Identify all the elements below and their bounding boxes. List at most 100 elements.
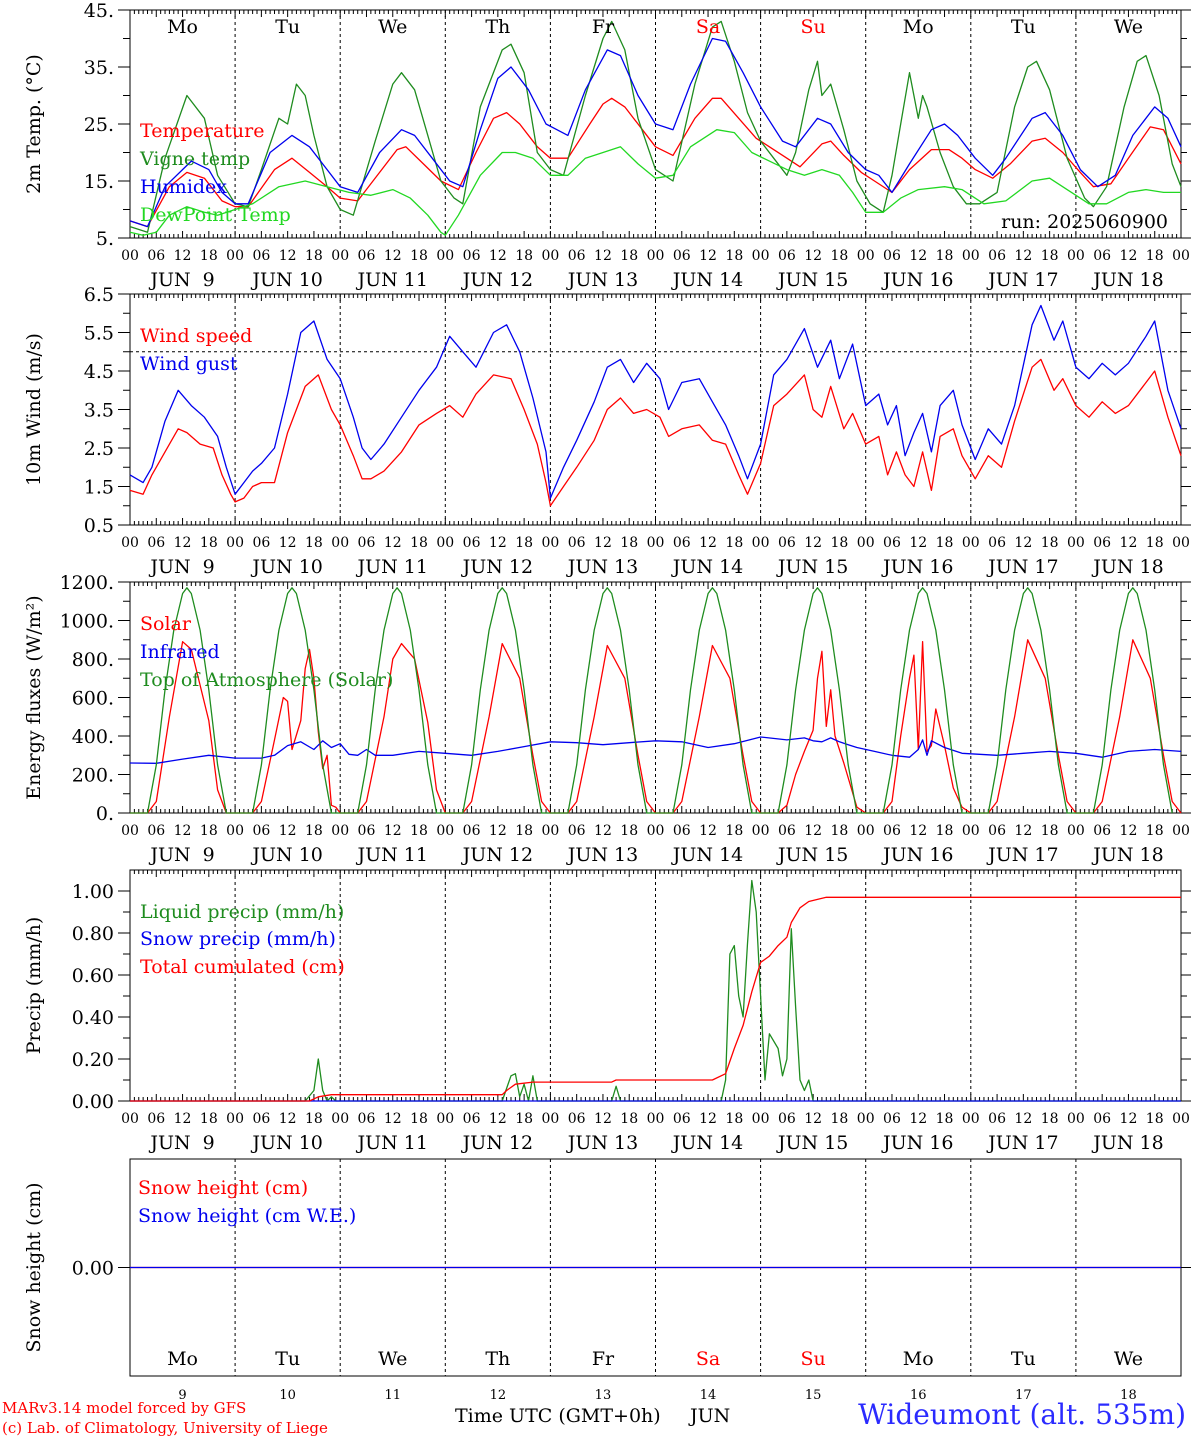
hour-label: 12 bbox=[804, 823, 822, 839]
y-tick-label: 2.5 bbox=[84, 438, 114, 460]
hour-label: 06 bbox=[568, 535, 586, 551]
hour-label: 18 bbox=[1146, 823, 1164, 839]
hour-label: 18 bbox=[620, 248, 638, 264]
hour-label: 18 bbox=[1041, 248, 1059, 264]
y-tick-label: 800. bbox=[72, 649, 114, 671]
hour-label: 18 bbox=[725, 823, 743, 839]
series-line-wind-speed bbox=[129, 358, 1182, 507]
series-line-humidex bbox=[129, 37, 1182, 228]
hour-label: 18 bbox=[1146, 1111, 1164, 1127]
hour-label: 00 bbox=[752, 248, 770, 264]
hour-label: 00 bbox=[857, 248, 875, 264]
hour-label: 06 bbox=[463, 1111, 481, 1127]
y-tick-label: 1.00 bbox=[72, 881, 114, 903]
hour-label: 06 bbox=[1093, 248, 1111, 264]
hour-label: 06 bbox=[1093, 823, 1111, 839]
day-number: 13 bbox=[595, 1388, 612, 1403]
y-tick-label: 0.00 bbox=[72, 1091, 114, 1113]
hour-label: 06 bbox=[1093, 1111, 1111, 1127]
x-axis-title: Time UTC (GMT+0h) bbox=[455, 1405, 661, 1427]
hour-label: 18 bbox=[200, 248, 218, 264]
date-label: JUN 18 bbox=[1091, 844, 1163, 866]
date-label: JUN 9 bbox=[148, 269, 214, 291]
date-label: JUN 10 bbox=[250, 556, 322, 578]
date-label: JUN 17 bbox=[986, 269, 1058, 291]
y-tick-label: 1000. bbox=[60, 611, 114, 633]
hour-label: 00 bbox=[1172, 1111, 1190, 1127]
hour-label: 00 bbox=[436, 823, 454, 839]
y-tick-label: 1.5 bbox=[84, 477, 114, 499]
day-number: 9 bbox=[178, 1388, 186, 1403]
hour-label: 00 bbox=[752, 1111, 770, 1127]
date-label: JUN 11 bbox=[356, 556, 428, 578]
hour-label: 06 bbox=[147, 823, 165, 839]
hour-label: 06 bbox=[463, 535, 481, 551]
hour-label: 00 bbox=[436, 1111, 454, 1127]
hour-label: 12 bbox=[384, 248, 402, 264]
hour-label: 06 bbox=[988, 535, 1006, 551]
weekday-label: Fr bbox=[592, 16, 615, 38]
hour-label: 06 bbox=[358, 1111, 376, 1127]
day-number: 14 bbox=[700, 1388, 717, 1403]
hour-label: 06 bbox=[147, 1111, 165, 1127]
hour-label: 12 bbox=[384, 535, 402, 551]
hour-label: 18 bbox=[936, 535, 954, 551]
hour-label: 18 bbox=[725, 535, 743, 551]
hour-label: 06 bbox=[358, 535, 376, 551]
hour-label: 12 bbox=[279, 1111, 297, 1127]
y-tick-label: 0. bbox=[96, 803, 114, 825]
y-axis-label: Precip (mm/h) bbox=[23, 917, 45, 1055]
hour-label: 00 bbox=[541, 535, 559, 551]
y-tick-label: 4.5 bbox=[84, 361, 114, 383]
hour-label: 12 bbox=[699, 248, 717, 264]
hour-label: 12 bbox=[699, 535, 717, 551]
hour-label: 18 bbox=[620, 823, 638, 839]
hour-label: 00 bbox=[962, 248, 980, 264]
hour-label: 18 bbox=[831, 823, 849, 839]
hour-label: 12 bbox=[1014, 1111, 1032, 1127]
series-line-vigne-temp bbox=[129, 20, 1182, 233]
hour-label: 18 bbox=[725, 248, 743, 264]
hour-label: 18 bbox=[515, 1111, 533, 1127]
weekday-label: Sa bbox=[696, 1348, 720, 1370]
hour-label: 18 bbox=[936, 248, 954, 264]
hour-label: 18 bbox=[200, 823, 218, 839]
hour-label: 12 bbox=[594, 248, 612, 264]
legend-entry: Top of Atmosphere (Solar) bbox=[140, 669, 393, 691]
panel-4: 0.00 0.20 0.40 0.60 0.80 1.00 Precip (mm/h) Liq… bbox=[23, 869, 1191, 1154]
series-line-liquid-precip-mm-h bbox=[130, 879, 1181, 1102]
hour-label: 00 bbox=[541, 823, 559, 839]
hour-label: 18 bbox=[831, 535, 849, 551]
hour-label: 12 bbox=[279, 535, 297, 551]
weekday-label: Fr bbox=[592, 1348, 615, 1370]
hour-label: 00 bbox=[121, 535, 139, 551]
hour-label: 00 bbox=[1172, 248, 1190, 264]
legend-entry: DewPoint Temp bbox=[140, 204, 291, 226]
date-label: JUN 9 bbox=[148, 844, 214, 866]
hour-label: 06 bbox=[673, 535, 691, 551]
date-label: JUN 17 bbox=[986, 844, 1058, 866]
date-label: JUN 18 bbox=[1091, 269, 1163, 291]
y-tick-label: 25. bbox=[84, 114, 114, 136]
y-tick-label: 15. bbox=[84, 171, 114, 193]
weekday-label: Mo bbox=[167, 16, 198, 38]
weekday-label: Sa bbox=[696, 16, 720, 38]
hour-label: 18 bbox=[305, 535, 323, 551]
weekday-label: We bbox=[378, 1348, 407, 1370]
hour-label: 06 bbox=[673, 823, 691, 839]
y-tick-label: 5.5 bbox=[84, 323, 114, 345]
weekday-label: We bbox=[378, 16, 407, 38]
date-label: JUN 10 bbox=[250, 844, 322, 866]
date-label: JUN 9 bbox=[148, 556, 214, 578]
hour-label: 18 bbox=[305, 248, 323, 264]
hour-label: 12 bbox=[804, 248, 822, 264]
series-line-wind-gust bbox=[129, 304, 1182, 499]
date-label: JUN 14 bbox=[671, 844, 743, 866]
weekday-label: Th bbox=[485, 16, 510, 38]
hour-label: 12 bbox=[174, 1111, 192, 1127]
hour-label: 06 bbox=[988, 248, 1006, 264]
hour-label: 18 bbox=[1146, 248, 1164, 264]
hour-label: 00 bbox=[541, 1111, 559, 1127]
date-label: JUN 12 bbox=[461, 269, 533, 291]
hour-label: 12 bbox=[1120, 248, 1138, 264]
